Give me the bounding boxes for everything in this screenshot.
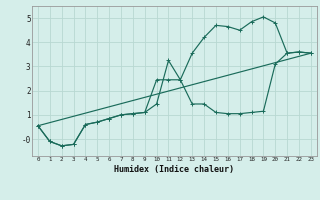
X-axis label: Humidex (Indice chaleur): Humidex (Indice chaleur) xyxy=(115,165,234,174)
